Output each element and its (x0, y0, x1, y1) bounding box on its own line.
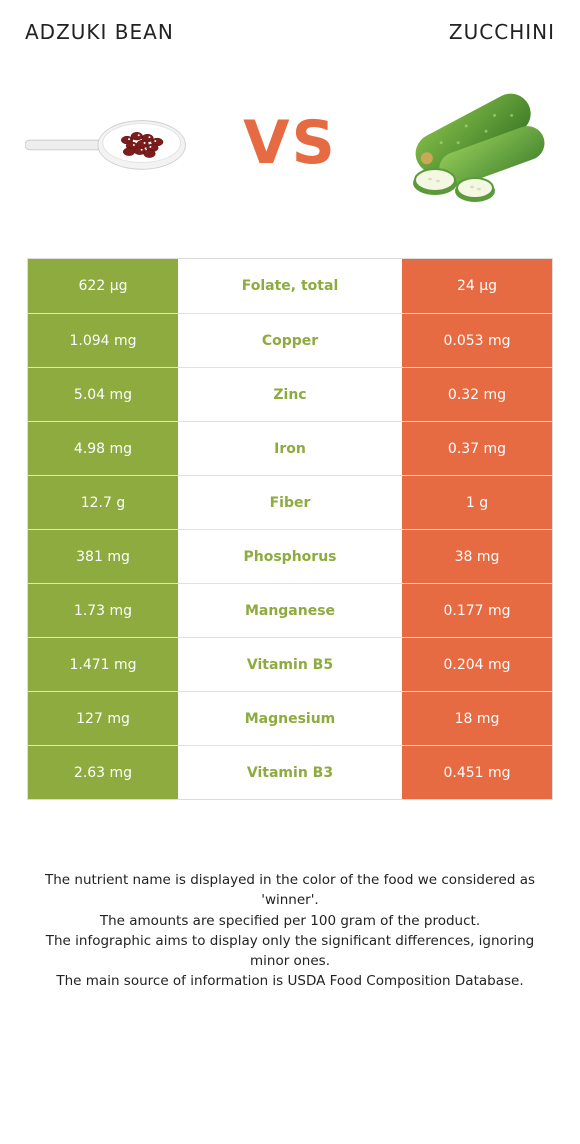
table-row: 1.73 mgManganese0.177 mg (28, 583, 552, 637)
right-value: 24 µg (402, 259, 552, 313)
left-value: 4.98 mg (28, 422, 178, 475)
table-row: 622 µgFolate, total24 µg (28, 259, 552, 313)
footer-notes: The nutrient name is displayed in the co… (25, 870, 555, 992)
left-value: 622 µg (28, 259, 178, 313)
footer-line: The amounts are specified per 100 gram o… (25, 911, 555, 931)
right-value: 0.053 mg (402, 314, 552, 367)
footer-line: The main source of information is USDA F… (25, 971, 555, 991)
right-value: 18 mg (402, 692, 552, 745)
left-value: 12.7 g (28, 476, 178, 529)
table-row: 12.7 gFiber1 g (28, 475, 552, 529)
right-value: 0.451 mg (402, 746, 552, 799)
nutrient-label: Manganese (178, 584, 402, 637)
nutrient-label: Magnesium (178, 692, 402, 745)
right-value: 0.37 mg (402, 422, 552, 475)
nutrient-label: Phosphorus (178, 530, 402, 583)
vs-label: VS (243, 108, 337, 178)
right-food-title: Zucchini (449, 20, 555, 44)
table-row: 381 mgPhosphorus38 mg (28, 529, 552, 583)
left-value: 1.73 mg (28, 584, 178, 637)
left-value: 5.04 mg (28, 368, 178, 421)
table-row: 2.63 mgVitamin B30.451 mg (28, 745, 552, 799)
nutrient-label: Vitamin B3 (178, 746, 402, 799)
left-food-image (25, 78, 200, 208)
nutrient-label: Folate, total (178, 259, 402, 313)
left-value: 1.094 mg (28, 314, 178, 367)
right-food-image (380, 78, 555, 208)
table-row: 127 mgMagnesium18 mg (28, 691, 552, 745)
right-value: 38 mg (402, 530, 552, 583)
nutrient-label: Vitamin B5 (178, 638, 402, 691)
right-value: 1 g (402, 476, 552, 529)
nutrient-label: Zinc (178, 368, 402, 421)
left-value: 2.63 mg (28, 746, 178, 799)
table-row: 4.98 mgIron0.37 mg (28, 421, 552, 475)
table-row: 5.04 mgZinc0.32 mg (28, 367, 552, 421)
left-value: 1.471 mg (28, 638, 178, 691)
left-value: 127 mg (28, 692, 178, 745)
table-row: 1.471 mgVitamin B50.204 mg (28, 637, 552, 691)
table-row: 1.094 mgCopper0.053 mg (28, 313, 552, 367)
footer-line: The nutrient name is displayed in the co… (25, 870, 555, 911)
left-food-title: Adzuki bean (25, 20, 174, 44)
footer-line: The infographic aims to display only the… (25, 931, 555, 972)
right-value: 0.204 mg (402, 638, 552, 691)
right-value: 0.32 mg (402, 368, 552, 421)
right-value: 0.177 mg (402, 584, 552, 637)
nutrient-label: Copper (178, 314, 402, 367)
nutrient-label: Iron (178, 422, 402, 475)
nutrient-label: Fiber (178, 476, 402, 529)
left-value: 381 mg (28, 530, 178, 583)
comparison-table: 622 µgFolate, total24 µg1.094 mgCopper0.… (27, 258, 553, 800)
